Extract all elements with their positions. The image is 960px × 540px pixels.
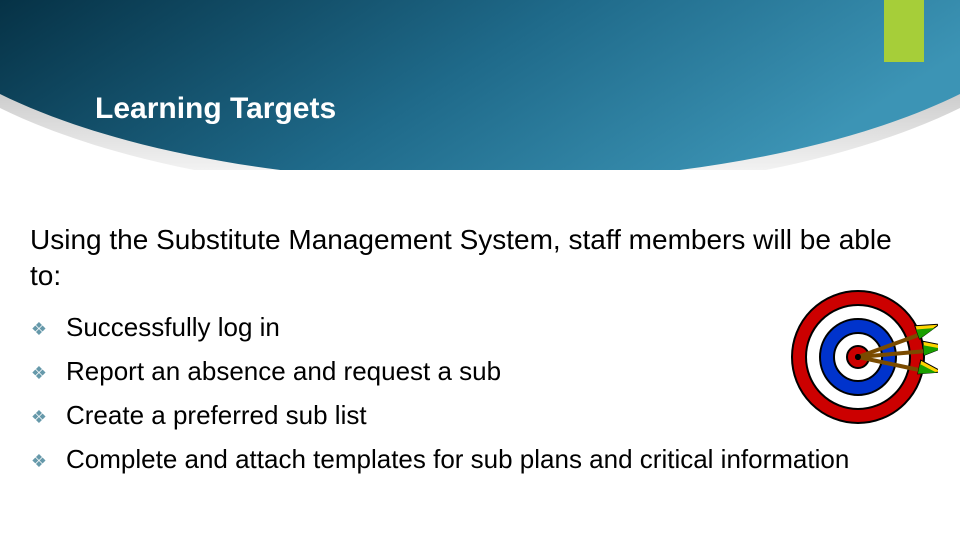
bullet-text: Report an absence and request a sub	[66, 354, 501, 389]
header-arc	[0, 0, 960, 170]
slide-title: Learning Targets	[95, 92, 336, 126]
target-icon	[788, 282, 938, 432]
diamond-bullet-icon: ❖	[30, 312, 48, 346]
bullet-text: Complete and attach templates for sub pl…	[66, 442, 849, 477]
slide: Learning Targets Using the Substitute Ma…	[0, 0, 960, 540]
diamond-bullet-icon: ❖	[30, 444, 48, 478]
header-arc-svg	[0, 0, 960, 170]
bullet-text: Create a preferred sub list	[66, 398, 367, 433]
diamond-bullet-icon: ❖	[30, 356, 48, 390]
bullet-text: Successfully log in	[66, 310, 280, 345]
header-band	[0, 0, 960, 170]
diamond-bullet-icon: ❖	[30, 400, 48, 434]
list-item: ❖ Complete and attach templates for sub …	[30, 442, 930, 478]
accent-block	[884, 0, 924, 62]
